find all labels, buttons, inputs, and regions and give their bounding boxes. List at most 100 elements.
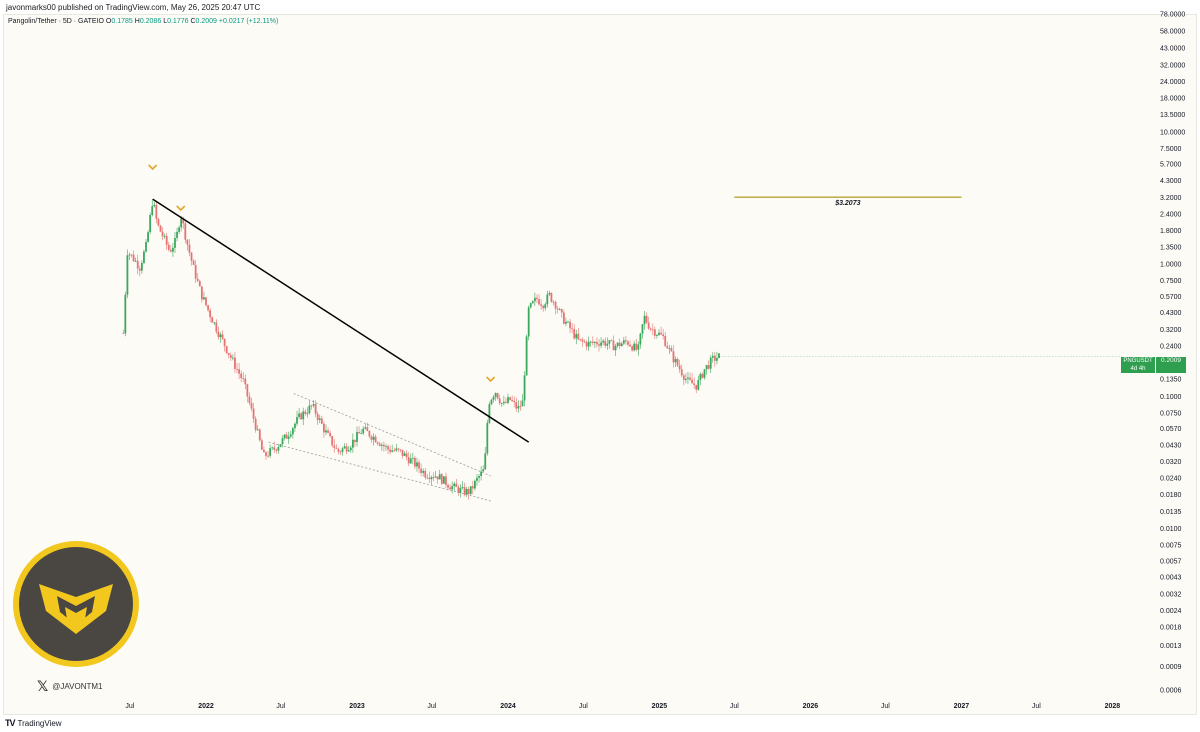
candle-body (682, 375, 685, 380)
channel-upper-line[interactable] (293, 393, 491, 477)
y-tick-label: 0.0013 (1160, 643, 1182, 650)
y-tick-label: 0.0024 (1160, 608, 1182, 615)
candle-body (463, 487, 466, 495)
candle-body (488, 404, 491, 423)
candle-body (424, 470, 427, 478)
candle-body (647, 322, 650, 329)
open-value: 0.1785 (111, 18, 133, 25)
candle-body (484, 453, 487, 470)
candle-body (215, 322, 218, 332)
annotations: $3.2073 (148, 164, 1120, 502)
candle-body (393, 450, 396, 452)
candle-body (380, 444, 383, 446)
candle-body (482, 469, 485, 472)
candle-body (593, 342, 596, 343)
candle-body (523, 375, 526, 401)
candle-body (670, 348, 673, 352)
candle-body (254, 418, 257, 430)
tradingview-logo-icon: TV (5, 718, 15, 728)
x-axis[interactable]: Jul 2022 Jul 2023 Jul 2024 Jul 2025 Jul 2026 Jul 20… (125, 703, 1120, 710)
x-tick-label: Jul (881, 703, 890, 710)
candle-body (703, 369, 706, 378)
y-tick-label: 0.0320 (1160, 459, 1182, 466)
candle-body (656, 334, 658, 336)
x-logo-icon: 𝕏 (37, 678, 49, 694)
candle-body (550, 293, 553, 302)
x-tick-label: Jul (730, 703, 739, 710)
candle-body (172, 247, 174, 252)
candle-body (397, 448, 400, 450)
candle-body (707, 365, 710, 369)
x-tick-label: Jul (276, 703, 285, 710)
candle-body (658, 332, 660, 335)
candle-body (296, 417, 298, 424)
candle-body (341, 448, 344, 452)
candle-body (442, 476, 445, 484)
candle-body (207, 305, 209, 311)
candle-body (637, 344, 640, 350)
candle-body (511, 399, 514, 401)
candle-body (577, 333, 580, 340)
candle-body (635, 343, 638, 350)
y-tick-label: 13.5000 (1160, 112, 1185, 119)
candle-body (347, 450, 350, 452)
x-tick-label: 2022 (198, 703, 214, 710)
candle-body (155, 204, 158, 219)
candle-body (430, 477, 433, 480)
x-tick-label: 2026 (803, 703, 819, 710)
candle-body (527, 307, 530, 337)
candle-body (329, 432, 332, 437)
candle-body (428, 477, 431, 480)
candle-body (238, 369, 240, 374)
candle-body (327, 430, 329, 433)
chart-pane[interactable] (3, 14, 1197, 715)
symbol-name: Pangolin/Tether · 5D · GATEIO (8, 18, 104, 25)
trendline[interactable] (152, 198, 530, 443)
candle-body (625, 340, 627, 342)
candle-body (713, 355, 716, 361)
candle-body (602, 340, 605, 343)
candle-body (335, 447, 338, 449)
candle-body (684, 378, 687, 380)
candle-body (701, 373, 704, 378)
candle-body (627, 341, 629, 345)
y-tick-label: 2.4000 (1160, 211, 1182, 218)
candle-body (469, 486, 472, 494)
candle-body (711, 355, 714, 358)
candle-body (598, 344, 600, 346)
candles (122, 200, 720, 500)
x-tick-label: Jul (125, 703, 134, 710)
candle-body (308, 405, 311, 414)
candle-body (248, 396, 251, 403)
candle-body (178, 227, 181, 232)
candle-body (616, 342, 619, 347)
candle-body (432, 477, 435, 478)
candle-body (639, 333, 642, 345)
candle-body (645, 315, 648, 323)
candle-body (676, 359, 679, 366)
x-tick-label: 2023 (349, 703, 365, 710)
y-axis[interactable]: 78.0000 58.0000 43.0000 32.0000 24.0000 18.00… (1160, 12, 1185, 695)
candle-body (449, 487, 451, 490)
candle-body (697, 379, 700, 390)
symbol-header[interactable]: Pangolin/Tether · 5D · GATEIO O0.1785 H0… (8, 18, 278, 25)
candle-body (246, 384, 249, 397)
y-tick-label: 0.0750 (1160, 410, 1182, 417)
candle-body (538, 299, 540, 305)
candle-body (325, 430, 327, 433)
candle-body (205, 297, 207, 306)
candle-body (306, 413, 309, 414)
x-tick-label: Jul (579, 703, 588, 710)
channel-lower-line[interactable] (268, 441, 493, 502)
candle-body (614, 346, 617, 351)
candle-body (285, 434, 288, 439)
candle-body (300, 413, 303, 420)
candle-body (368, 431, 371, 437)
candle-body (467, 488, 470, 494)
tradingview-footer[interactable]: TV TradingView (5, 718, 62, 728)
candle-body (571, 328, 574, 330)
candle-body (498, 398, 501, 404)
x-tick-label: 2027 (954, 703, 970, 710)
candle-body (476, 477, 478, 481)
